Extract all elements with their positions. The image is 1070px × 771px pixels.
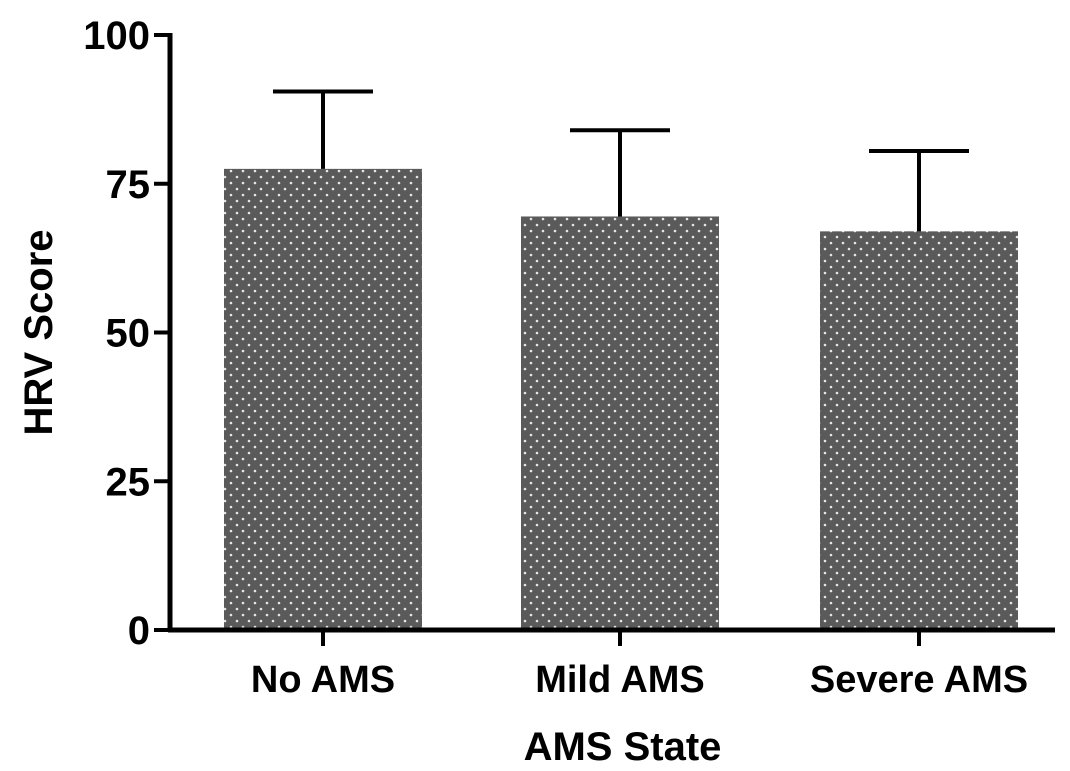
y-tick-label: 0	[128, 609, 150, 653]
x-tick-label: Severe AMS	[810, 659, 1028, 701]
bar-mild-ams	[521, 216, 719, 630]
y-axis-title: HRV Score	[17, 229, 61, 435]
y-tick-label: 100	[83, 14, 150, 58]
x-tick-label: No AMS	[251, 659, 395, 701]
y-tick-label: 25	[106, 460, 151, 504]
bars-group	[224, 168, 1018, 630]
bar-severe-ams	[820, 231, 1018, 630]
labels-group: AMS State HRV Score No AMS Mild AMS Severe…	[17, 14, 1028, 769]
axes-group	[154, 33, 1055, 646]
error-bars-group	[273, 89, 969, 232]
x-tick-label: Mild AMS	[535, 659, 705, 701]
y-tick-label: 50	[106, 312, 151, 356]
x-axis-title: AMS State	[524, 725, 722, 769]
bar-no-ams	[224, 168, 422, 630]
y-tick-label: 75	[106, 163, 151, 207]
